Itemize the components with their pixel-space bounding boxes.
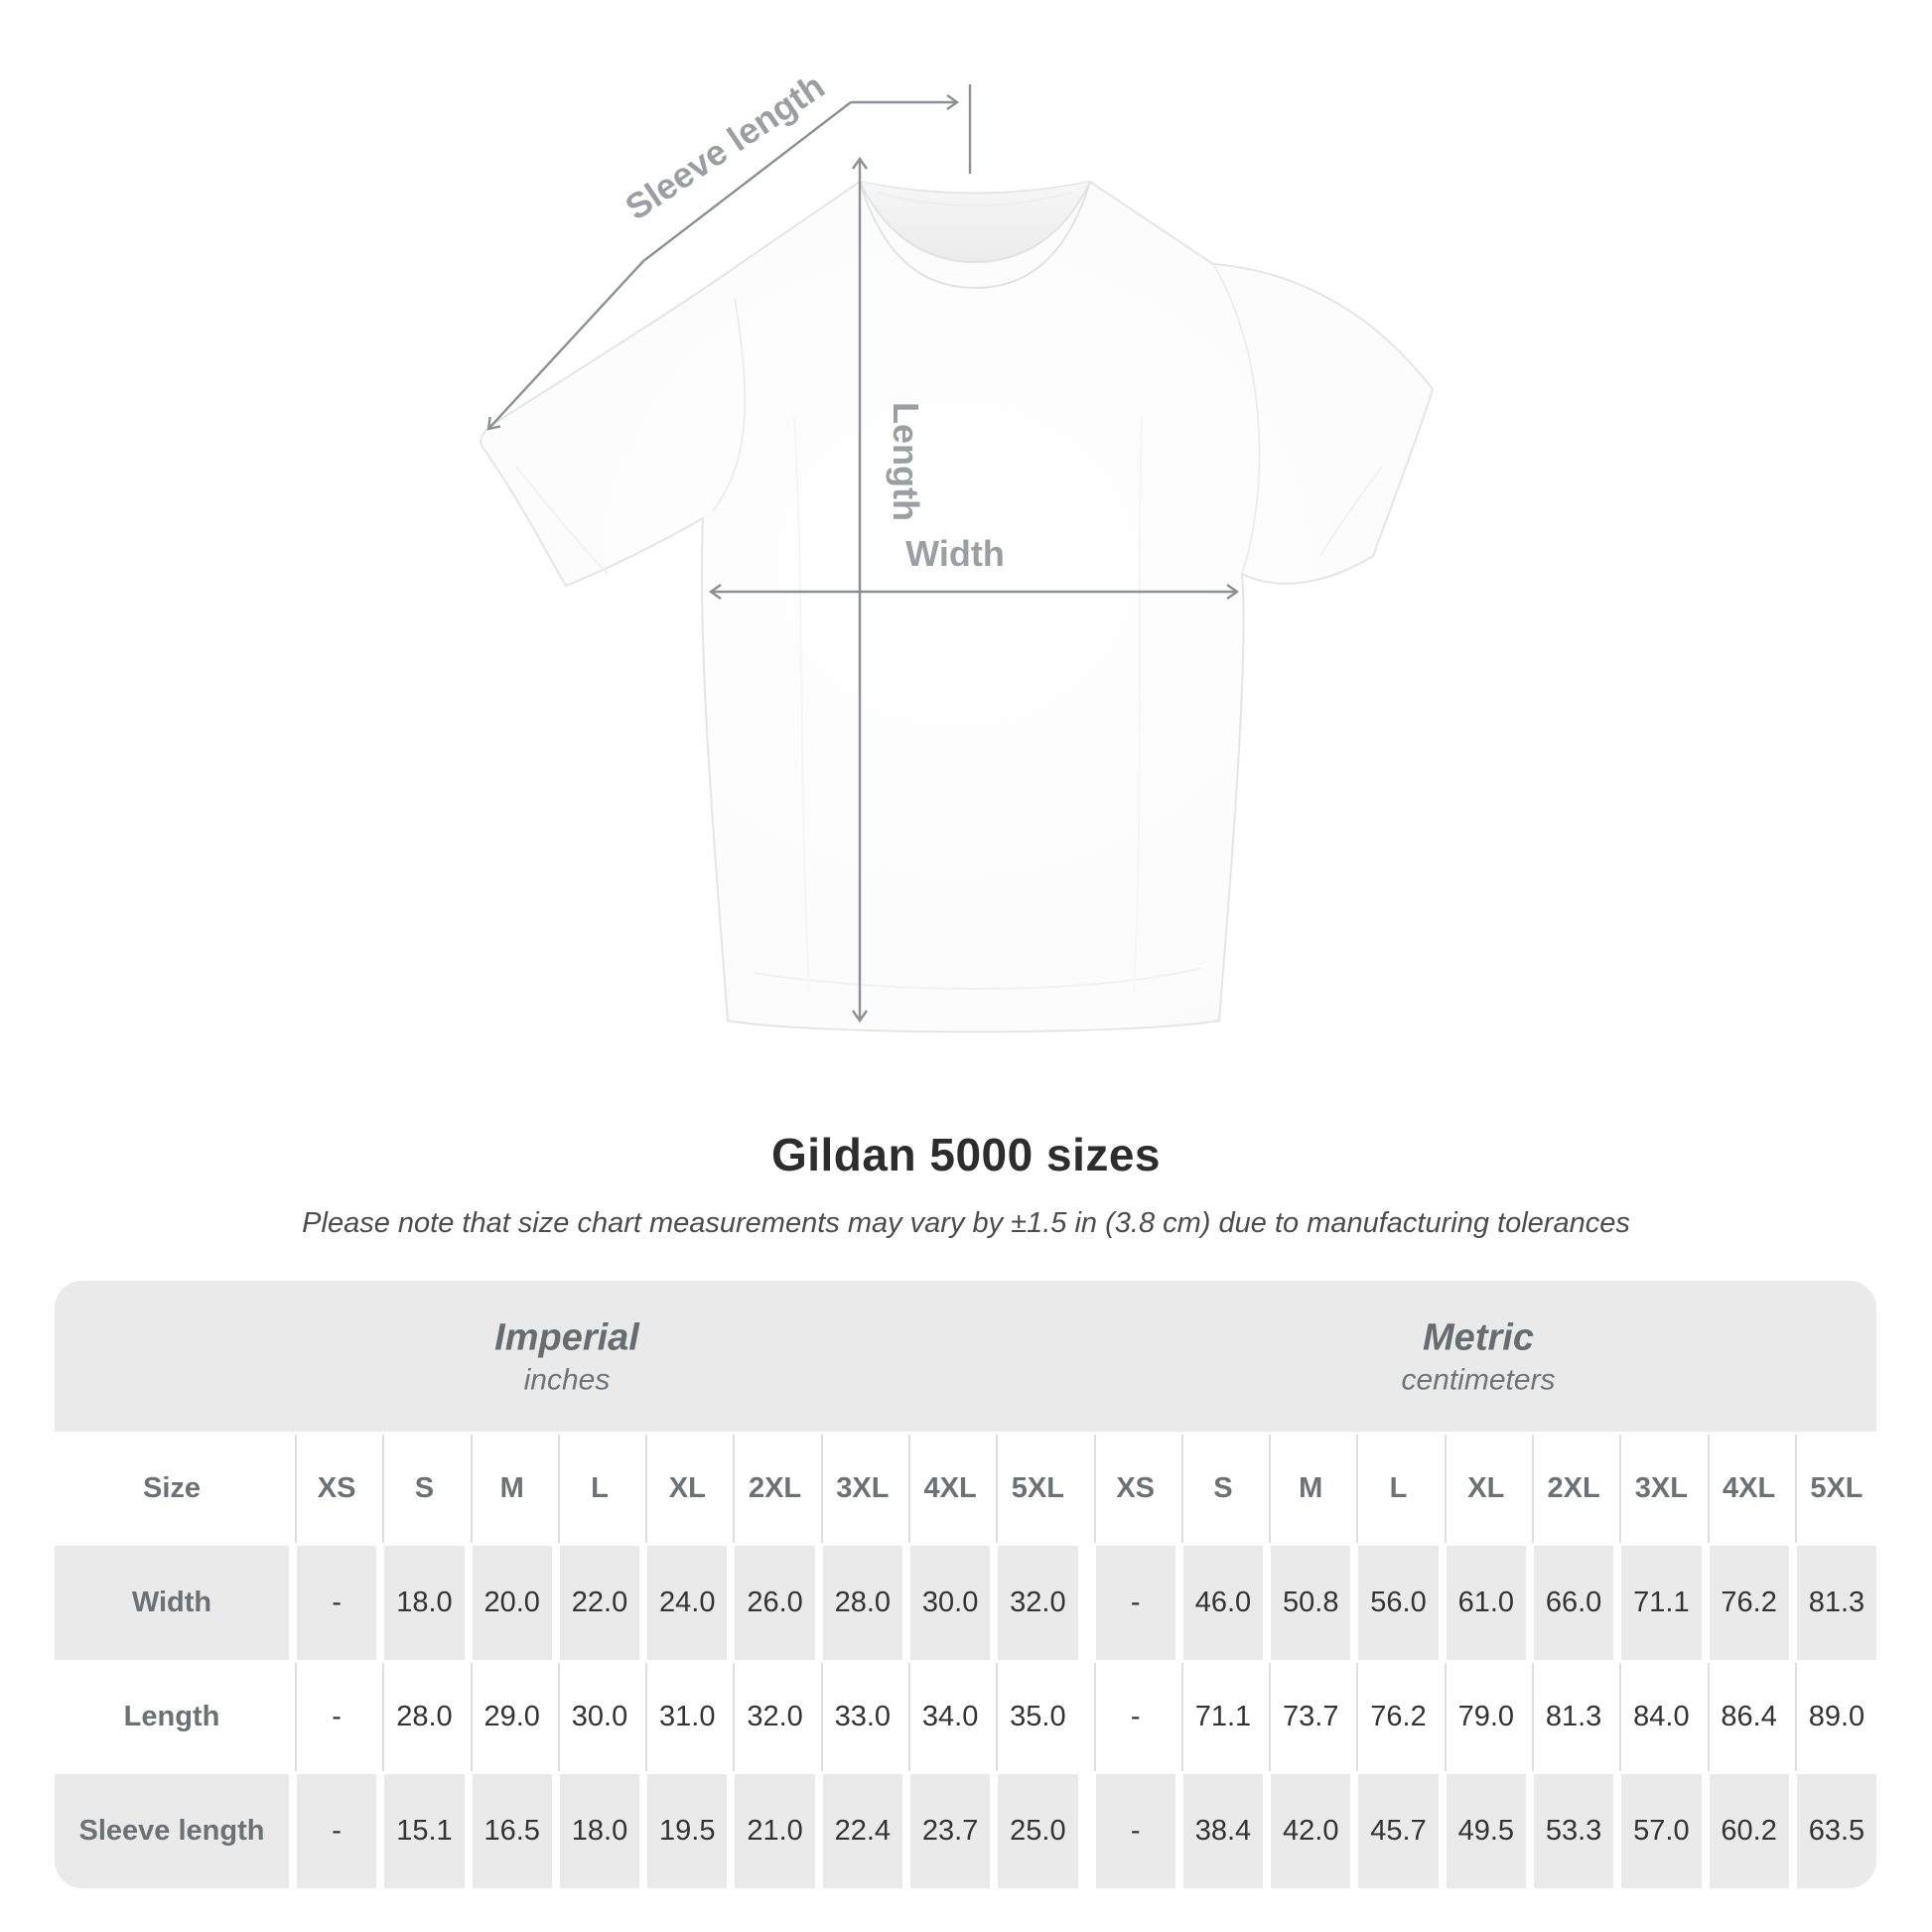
row-width-imperial-2xl: 26.0 — [735, 1546, 815, 1660]
row-width-imperial-4xl: 30.0 — [909, 1546, 991, 1660]
row-width-metric-3xl: 71.1 — [1621, 1546, 1702, 1660]
row-sleeve-length-imperial-xs: - — [297, 1774, 377, 1888]
size-header-row-metric-4xl: 4XL — [1710, 1432, 1789, 1546]
row-length-imperial-3xl: 33.0 — [823, 1660, 902, 1774]
size-header-row-imperial-s: S — [384, 1432, 464, 1546]
size-header-row-metric-s: S — [1183, 1432, 1263, 1546]
size-header-row-imperial-xs: XS — [297, 1432, 376, 1546]
row-length-imperial-2xl: 32.0 — [735, 1660, 814, 1774]
size-header-row-imperial-3xl: 3XL — [823, 1432, 902, 1546]
size-header-row-imperial-4xl: 4XL — [910, 1432, 990, 1546]
row-length-metric-xs: - — [1096, 1660, 1175, 1774]
size-header-row-metric-xl: XL — [1447, 1432, 1526, 1546]
imperial-unit-label: inches — [523, 1362, 611, 1396]
size-header-row-label: Size — [142, 1472, 202, 1504]
row-sleeve-length-imperial-s: 15.1 — [384, 1774, 465, 1888]
row-width-metric-5xl: 81.3 — [1796, 1546, 1876, 1660]
imperial-label: Imperial — [494, 1316, 639, 1359]
size-header-row-imperial-5xl: 5XL — [998, 1432, 1077, 1546]
size-header-row: Size XS S M L XL 2XL 3XL 4XL 5XL XS S M L XL 2XL 3XL 4XL 5… — [55, 1432, 1876, 1546]
size-header-row-imperial-xl: XL — [647, 1432, 727, 1546]
tolerance-note: Please note that size chart measurements… — [302, 1207, 1630, 1239]
table-rows: Size XS S M L XL 2XL 3XL 4XL 5XL XS S M L XL 2XL 3XL 4XL 5… — [55, 1432, 1876, 1888]
sleeve-length-arrow — [486, 101, 852, 431]
sleeve-length-label: Sleeve length — [618, 66, 831, 228]
row-length-imperial-5xl: 35.0 — [998, 1660, 1077, 1774]
imperial-group-header: Imperial inches — [494, 1314, 639, 1398]
size-header-row-metric-xs: XS — [1096, 1432, 1175, 1546]
row-sleeve-length-metric-s: 38.4 — [1182, 1774, 1264, 1888]
row-sleeve-length-imperial-3xl: 22.4 — [822, 1774, 902, 1888]
row-sleeve-length-metric-2xl: 53.3 — [1533, 1774, 1614, 1888]
row-width-imperial-xs: - — [297, 1546, 377, 1660]
row-sleeve-length-imperial-xl: 19.5 — [647, 1774, 728, 1888]
row-length-metric-2xl: 81.3 — [1534, 1660, 1613, 1774]
row-width: Width -18.0 20.0 22.0 24.0 26.0 28.0 30.0 32.0-4… — [55, 1546, 1876, 1660]
size-header-row-imperial-m: M — [473, 1432, 552, 1546]
row-length-metric-4xl: 86.4 — [1710, 1660, 1789, 1774]
size-header-row-imperial-2xl: 2XL — [735, 1432, 814, 1546]
row-width-imperial-3xl: 28.0 — [822, 1546, 902, 1660]
row-length-metric-5xl: 89.0 — [1797, 1660, 1876, 1774]
size-header-row-metric-2xl: 2XL — [1534, 1432, 1613, 1546]
row-length-metric-l: 76.2 — [1358, 1660, 1438, 1774]
row-length-metric-m: 73.7 — [1271, 1660, 1350, 1774]
row-width-label: Width — [55, 1546, 289, 1660]
row-length-metric-3xl: 84.0 — [1621, 1660, 1701, 1774]
row-length-imperial-4xl: 34.0 — [910, 1660, 990, 1774]
metric-unit-label: centimeters — [1401, 1362, 1556, 1396]
row-length-metric-xl: 79.0 — [1447, 1660, 1526, 1774]
row-sleeve-length-metric-3xl: 57.0 — [1621, 1774, 1702, 1888]
row-sleeve-length-label: Sleeve length — [55, 1774, 289, 1888]
row-width-imperial-xl: 24.0 — [647, 1546, 728, 1660]
metric-group-header: Metric centimeters — [1401, 1314, 1555, 1398]
tshirt-diagram: Sleeve length Length Width — [480, 66, 1435, 1034]
row-width-metric-xs: - — [1095, 1546, 1175, 1660]
size-table: Imperial inches Metric centimeters Size X… — [55, 1281, 1876, 1888]
row-width-imperial-s: 18.0 — [384, 1546, 465, 1660]
row-length: Length -28.0 29.0 30.0 31.0 32.0 33.0 34.0 35.0-… — [55, 1660, 1876, 1774]
row-sleeve-length-imperial-l: 18.0 — [559, 1774, 640, 1888]
length-label: Length — [886, 402, 926, 521]
row-width-imperial-5xl: 32.0 — [998, 1546, 1078, 1660]
row-width-metric-2xl: 66.0 — [1533, 1546, 1614, 1660]
row-sleeve-length-metric-m: 42.0 — [1271, 1774, 1351, 1888]
metric-label: Metric — [1423, 1316, 1534, 1359]
size-header-row-metric-l: L — [1358, 1432, 1438, 1546]
row-sleeve-length-metric-xl: 49.5 — [1446, 1774, 1526, 1888]
size-header-row-metric-m: M — [1271, 1432, 1350, 1546]
row-length-metric-s: 71.1 — [1183, 1660, 1263, 1774]
page-title: Gildan 5000 sizes — [770, 1129, 1162, 1180]
row-sleeve-length-imperial-m: 16.5 — [472, 1774, 552, 1888]
row-width-metric-xl: 61.0 — [1446, 1546, 1526, 1660]
row-sleeve-length-metric-xs: - — [1095, 1774, 1175, 1888]
row-sleeve-length-imperial-5xl: 25.0 — [998, 1774, 1078, 1888]
row-sleeve-length-metric-l: 45.7 — [1358, 1774, 1439, 1888]
row-sleeve-length-metric-5xl: 63.5 — [1796, 1774, 1876, 1888]
row-length-imperial-xs: - — [297, 1660, 376, 1774]
row-width-imperial-m: 20.0 — [472, 1546, 552, 1660]
row-width-imperial-l: 22.0 — [559, 1546, 640, 1660]
size-header-row-metric-3xl: 3XL — [1621, 1432, 1701, 1546]
row-length-imperial-xl: 31.0 — [647, 1660, 727, 1774]
size-header-row-metric-5xl: 5XL — [1797, 1432, 1876, 1546]
row-sleeve-length: Sleeve length -15.1 16.5 18.0 19.5 21.0 22.4 23… — [55, 1774, 1876, 1888]
row-length-imperial-l: 30.0 — [560, 1660, 639, 1774]
row-sleeve-length-metric-4xl: 60.2 — [1709, 1774, 1789, 1888]
row-width-metric-l: 56.0 — [1358, 1546, 1439, 1660]
row-sleeve-length-imperial-2xl: 21.0 — [735, 1774, 815, 1888]
width-label: Width — [905, 533, 1005, 574]
row-sleeve-length-imperial-4xl: 23.7 — [909, 1774, 991, 1888]
row-length-label: Length — [123, 1701, 220, 1732]
unit-band: Imperial inches Metric centimeters — [55, 1281, 1876, 1432]
row-length-imperial-m: 29.0 — [473, 1660, 552, 1774]
row-length-imperial-s: 28.0 — [384, 1660, 464, 1774]
tshirt-shape — [480, 180, 1435, 1034]
row-width-metric-s: 46.0 — [1182, 1546, 1264, 1660]
row-width-metric-4xl: 76.2 — [1709, 1546, 1789, 1660]
row-width-metric-m: 50.8 — [1271, 1546, 1351, 1660]
size-header-row-imperial-l: L — [560, 1432, 639, 1546]
